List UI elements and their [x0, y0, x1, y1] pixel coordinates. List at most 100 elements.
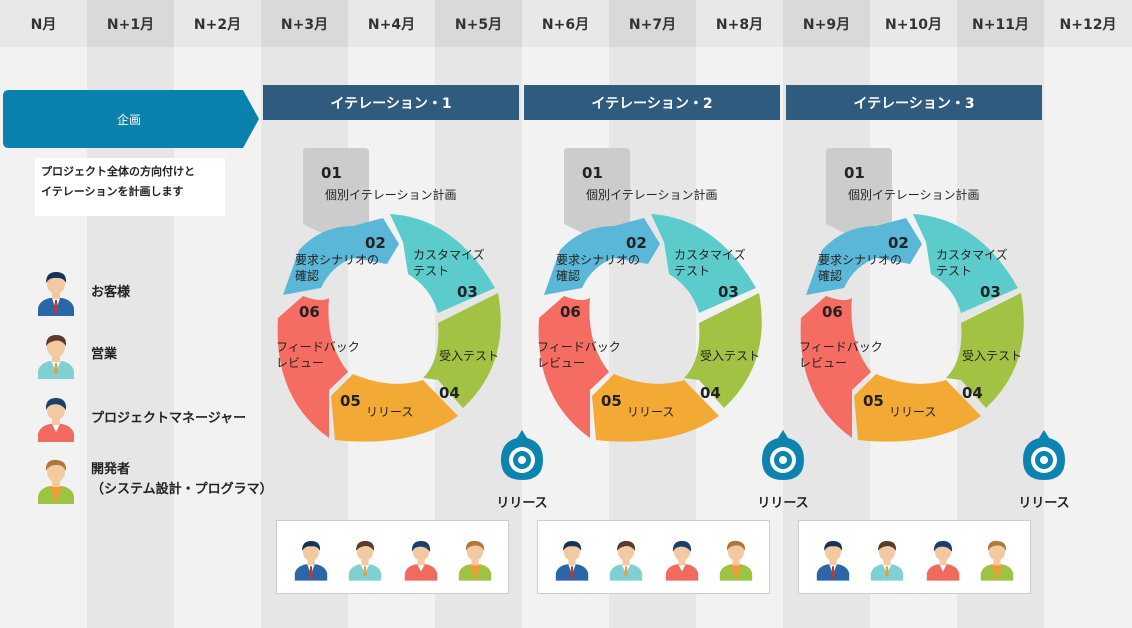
iteration-3-step-01-text: 個別イテレーション計画 [848, 187, 980, 202]
iteration-1-step-02 [283, 218, 399, 295]
iteration-2-step-04-text: 受入テスト [700, 349, 760, 363]
team-2-developer-icon [719, 540, 753, 581]
iteration-2-step-02-line2: 確認 [556, 268, 580, 283]
iteration-2-step-01-text: 個別イテレーション計画 [586, 187, 718, 202]
iteration-2-step-03-num: 03 [718, 283, 739, 301]
iteration-1-step-06-num: 06 [299, 303, 320, 321]
iteration-1-step-01-text: 個別イテレーション計画 [325, 187, 457, 202]
month-header-4: N+4月 [348, 0, 435, 47]
iteration-1-team [276, 520, 509, 594]
developer-avatar-icon [38, 459, 74, 504]
iteration-3-step-03-line1: カスタマイズ [936, 247, 1008, 262]
iteration-2-step-03 [651, 214, 756, 313]
team-1-sales-icon [348, 541, 382, 581]
iteration-2-step-06-line1: フィードバック [537, 340, 621, 354]
iteration-3-step-04-num: 04 [962, 384, 983, 402]
iteration-1-step-05 [331, 374, 458, 442]
iteration-2-step-05-num: 05 [601, 392, 622, 410]
iteration-3-step-05 [854, 374, 981, 442]
iteration-2-step-01-num: 01 [582, 164, 603, 182]
team-1-pm-icon [404, 541, 438, 581]
legend-pm: プロジェクトマネージャー [91, 411, 247, 426]
iteration-3-step-02-line1: 要求シナリオの [818, 253, 902, 267]
iteration-1-release-label: リリース [496, 496, 548, 511]
iteration-1-step-03-num: 03 [457, 283, 478, 301]
iteration-3-step-01-num: 01 [844, 164, 865, 182]
iteration-1-step-02-num: 02 [365, 234, 386, 252]
iteration-1-step-04-text: 受入テスト [439, 349, 499, 363]
iteration-3-step-04-text: 受入テスト [962, 349, 1022, 363]
month-header-10: N+10月 [870, 0, 957, 47]
planning-label: 企画 [116, 112, 141, 127]
iteration-1-step-05-text: リリース [366, 405, 413, 419]
month-header-12: N+12月 [1044, 0, 1132, 47]
iteration-2-step-05-text: リリース [627, 405, 674, 419]
iteration-1-step-01-num: 01 [321, 164, 342, 182]
iteration-3-team [798, 520, 1031, 594]
iteration-2-step-03-line2: テスト [674, 264, 710, 278]
team-3-sales-icon [870, 541, 904, 581]
iteration-1-step-05-num: 05 [340, 392, 361, 410]
team-1-developer-icon [458, 540, 492, 581]
month-header-3: N+3月 [261, 0, 348, 47]
iteration-3-step-02 [806, 218, 922, 295]
month-header-7: N+7月 [609, 0, 696, 47]
iteration-2-step-04-num: 04 [700, 384, 721, 402]
month-header-0: N月 [0, 0, 87, 47]
iteration-2-step-06 [538, 296, 609, 438]
legend-customer: お客様 [91, 285, 131, 300]
team-2-sales-icon [609, 541, 643, 581]
iteration-3-cycle: 01 個別イテレーション計画 02 要求シナリオの 確認 カスタマイズ テスト … [799, 148, 1024, 442]
iteration-2-step-06-num: 06 [560, 303, 581, 321]
iteration-2-team [537, 520, 770, 594]
iteration-2-step-04 [684, 293, 762, 408]
team-1-customer-icon [294, 541, 328, 581]
pm-avatar-icon [38, 398, 74, 442]
iteration-3-header: イテレーション・3 [786, 85, 1042, 120]
iteration-3-step-03-line2: テスト [936, 264, 972, 278]
iteration-2-release-icon [762, 430, 804, 480]
month-header-11: N+11月 [957, 0, 1044, 47]
iteration-1-step-06-line1: フィードバック [276, 340, 360, 354]
month-header-6: N+6月 [522, 0, 609, 47]
planning-arrow: 企画 [3, 90, 259, 148]
month-header-5: N+5月 [435, 0, 522, 47]
iteration-3-step-02-num: 02 [888, 234, 909, 252]
month-header-9: N+9月 [783, 0, 870, 47]
planning-note: プロジェクト全体の方向付けと イテレーションを計画します [35, 158, 225, 216]
iteration-3-release-label: リリース [1018, 496, 1070, 511]
legend-sales: 営業 [91, 347, 118, 362]
iteration-1-step-01-box [303, 148, 369, 240]
iteration-3-release-icon [1023, 430, 1065, 480]
month-header-8: N+8月 [696, 0, 783, 47]
iteration-3-step-01-box [826, 148, 892, 240]
planning-note-line1: プロジェクト全体の方向付けと [41, 165, 195, 178]
planning-note-line2: イテレーションを計画します [41, 185, 184, 198]
iteration-3-step-06-num: 06 [822, 303, 843, 321]
iteration-2-step-02 [544, 218, 660, 295]
sales-avatar-icon [38, 335, 74, 379]
team-3-customer-icon [816, 541, 850, 581]
iteration-3-step-05-num: 05 [863, 392, 884, 410]
iteration-1-header: イテレーション・1 [263, 85, 519, 120]
iteration-1-step-03-line1: カスタマイズ [413, 247, 485, 262]
iteration-1-step-03 [390, 214, 495, 313]
iteration-2-step-05 [592, 374, 719, 442]
iteration-2-step-06-line2: レビュー [537, 356, 585, 370]
month-header-1: N+1月 [87, 0, 174, 47]
planning-arrow-shape [3, 90, 259, 148]
iteration-3-step-05-text: リリース [889, 405, 936, 419]
iteration-2-step-02-num: 02 [626, 234, 647, 252]
iteration-1-step-06-line2: レビュー [276, 356, 324, 370]
iteration-3-step-04 [946, 293, 1024, 408]
iteration-1-step-02-line1: 要求シナリオの [295, 253, 379, 267]
iteration-1-step-04-num: 04 [439, 384, 460, 402]
iteration-2-step-03-line1: カスタマイズ [674, 247, 746, 262]
month-header-2: N+2月 [174, 0, 261, 47]
iteration-2-step-02-line1: 要求シナリオの [556, 253, 640, 267]
legend-developer-line1: 開発者 [91, 462, 131, 477]
iteration-3-step-06 [800, 296, 871, 438]
team-3-pm-icon [926, 541, 960, 581]
iteration-3-step-03 [913, 214, 1018, 313]
